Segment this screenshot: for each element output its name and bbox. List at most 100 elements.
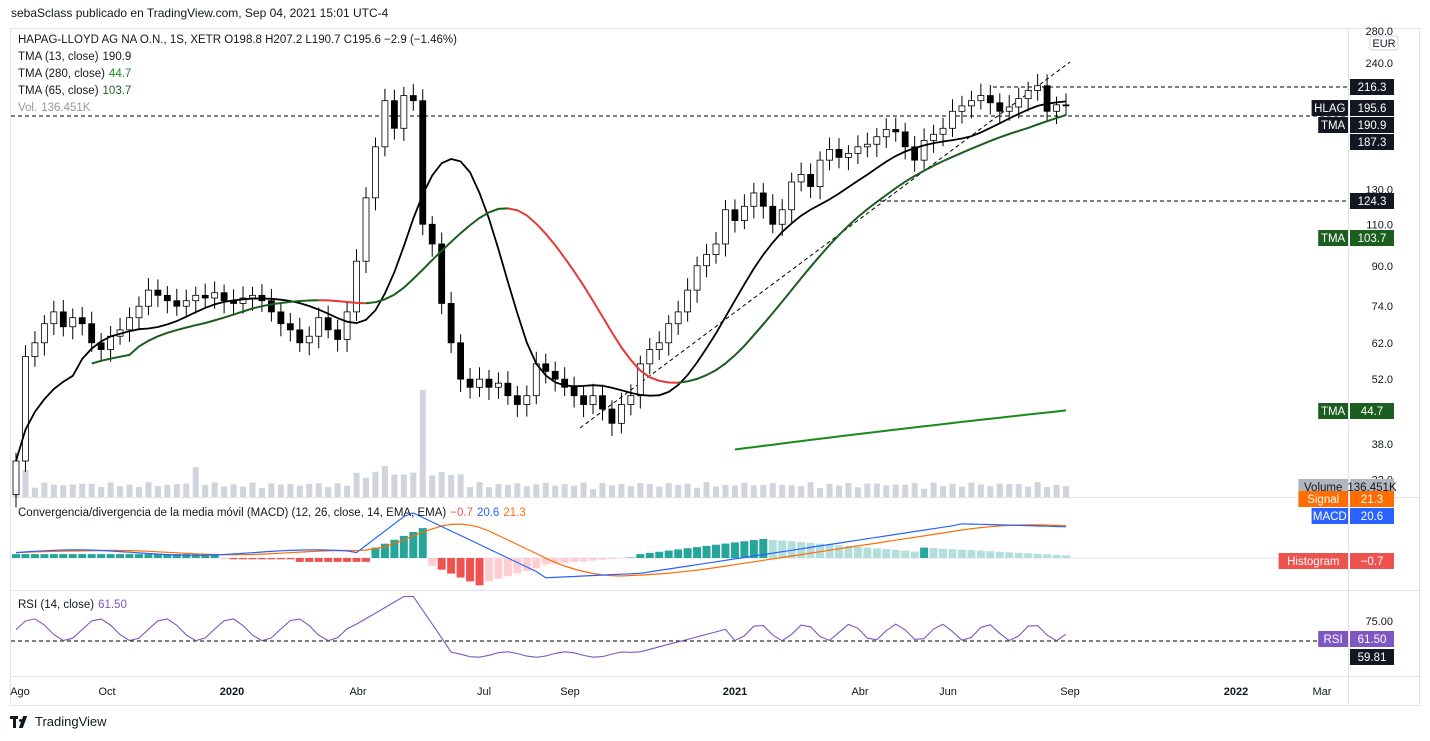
volume-bar [826, 483, 833, 497]
histogram-bar [134, 554, 143, 558]
volume-bar [79, 483, 86, 497]
volume-bar [306, 483, 313, 497]
candle [1053, 96, 1060, 125]
histogram-bar [664, 550, 673, 558]
axis-name-text: TMA [1321, 120, 1346, 132]
time-tick: Sep [1060, 686, 1080, 698]
candle-body [684, 289, 692, 313]
axis-value-text: −0.7 [1361, 556, 1384, 568]
histogram-bar [532, 558, 541, 569]
histogram-bar [778, 540, 787, 558]
price-tick: 280.0 [1365, 26, 1393, 38]
histogram-bar [239, 558, 248, 560]
histogram-bar [466, 558, 475, 582]
tma13-line [15, 100, 1067, 462]
histogram-bar [910, 551, 919, 558]
axis-name-box [1311, 100, 1348, 116]
candle-body [930, 133, 937, 141]
histogram-bar [97, 554, 106, 558]
volume-bar [429, 475, 436, 497]
volume-bar [60, 485, 67, 497]
histogram-bar [816, 543, 825, 558]
rsi-line [15, 595, 1067, 658]
candle [31, 331, 39, 367]
candle [201, 283, 209, 309]
axis-name-box [1311, 508, 1348, 524]
volume-bar [485, 487, 492, 497]
candle [372, 137, 379, 211]
volume-bar [873, 483, 880, 497]
candle-body [50, 311, 58, 325]
axis-value-box [1350, 134, 1394, 150]
candle-body [504, 382, 512, 397]
tma65-value: 103.7 [102, 85, 132, 97]
candle [97, 333, 105, 362]
chart-frame [10, 28, 1420, 706]
candle-body [797, 174, 805, 183]
candle-body [211, 292, 219, 299]
histogram-bar [1005, 552, 1014, 558]
candle [192, 286, 200, 314]
volume-bar [211, 482, 218, 497]
candle [958, 95, 966, 124]
histogram-bar [314, 558, 323, 562]
axis-name-text: Signal [1307, 494, 1339, 506]
volume-bar [892, 484, 899, 497]
volume-bar [599, 482, 606, 497]
histogram-bar [210, 554, 219, 558]
histogram-bar [484, 558, 493, 582]
price-tick: 52.0 [1372, 374, 1393, 386]
candle-body [986, 95, 994, 104]
price-axis-label: 124.3 [1350, 193, 1394, 209]
histogram-bar [929, 548, 938, 558]
candle [1024, 81, 1032, 112]
candle-body [12, 460, 20, 495]
candle [324, 305, 332, 339]
candle-body [665, 323, 673, 344]
volume-bar [372, 471, 379, 497]
candle [107, 325, 114, 362]
candle [636, 355, 644, 409]
volume-bar [987, 486, 994, 497]
volume-bar [363, 477, 369, 497]
candle [570, 376, 578, 408]
axis-value-text: 187.3 [1358, 137, 1387, 149]
macd-line [15, 512, 1067, 579]
candle-body [542, 363, 550, 372]
candle-body [381, 100, 389, 148]
candle-body [466, 378, 474, 388]
volume-bar [646, 483, 653, 497]
volume-bar [202, 485, 209, 497]
axis-value-text: 61.50 [1358, 634, 1387, 646]
histogram-bar [891, 549, 900, 558]
axis-value-box [1350, 631, 1394, 647]
volume-bar [656, 486, 663, 497]
time-tick: 2021 [723, 686, 747, 698]
axis-value-box [1350, 553, 1394, 569]
candle-body [807, 174, 814, 187]
histogram-bar [834, 545, 843, 558]
volume-bar [287, 484, 294, 497]
candle-body [324, 317, 332, 331]
volume-bar [476, 482, 483, 497]
volume-bar [533, 484, 540, 497]
candle-body [722, 209, 729, 245]
histogram-bar [541, 558, 550, 565]
candle-body [69, 317, 77, 328]
candle [476, 367, 483, 398]
candle-body [778, 209, 786, 225]
candle-body [428, 223, 436, 245]
histogram-bar [570, 558, 579, 563]
candle-body [854, 146, 862, 154]
candle-body [863, 143, 871, 148]
candle [731, 199, 739, 233]
axis-value-box [1350, 79, 1394, 95]
candle [286, 312, 294, 342]
candle-body [996, 102, 1004, 112]
candle [599, 384, 606, 421]
volume-bar [135, 487, 142, 497]
axis-name-box [1318, 230, 1348, 246]
volume-bar [495, 484, 502, 497]
histogram-bar [522, 558, 531, 571]
